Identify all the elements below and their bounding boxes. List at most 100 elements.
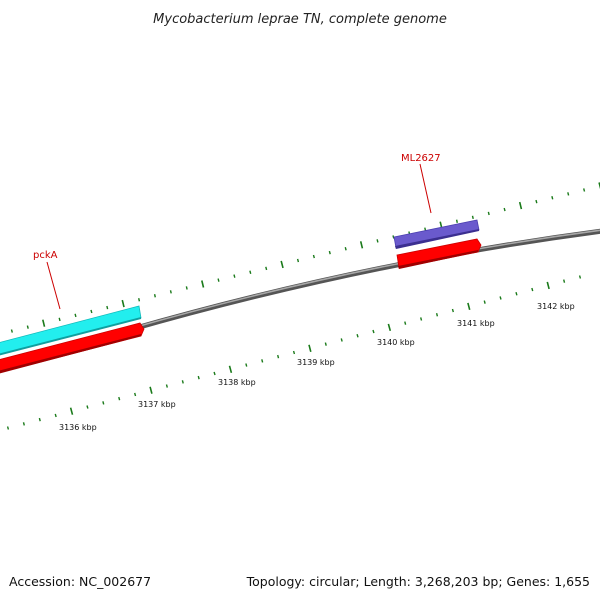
- outer-track-major-tick: [598, 182, 600, 190]
- scale-track-minor-tick: [451, 308, 454, 313]
- cds-ML2627-arrow: [396, 238, 482, 269]
- scale-track-minor-tick: [118, 396, 121, 401]
- scale-track-major-tick: [149, 386, 153, 394]
- outer-track-minor-tick: [312, 254, 315, 259]
- outer-track-minor-tick: [153, 294, 156, 298]
- outer-track-minor-tick: [471, 215, 474, 220]
- gene-feature-pckA[interactable]: [0, 305, 142, 358]
- cds-pckA-arrow-shadow: [0, 334, 141, 374]
- scale-track-minor-tick: [404, 321, 407, 325]
- genome-backbone: [0, 228, 600, 373]
- outer-track-minor-tick: [265, 266, 268, 271]
- outer-track-minor-tick: [10, 329, 13, 333]
- gene-feature-ML2627[interactable]: [393, 219, 480, 249]
- outer-track-minor-tick: [535, 199, 538, 204]
- kbp-label-3136: 3136 kbp: [59, 423, 97, 432]
- scale-track-major-tick: [308, 344, 312, 352]
- scale-track-minor-tick: [86, 405, 89, 409]
- outer-track-minor-tick: [169, 290, 172, 294]
- outer-track-minor-tick: [74, 313, 77, 318]
- outer-track-major-tick: [201, 280, 205, 288]
- outer-track-minor-tick: [344, 247, 347, 251]
- scale-track-minor-tick: [420, 317, 423, 321]
- outer-track-major-tick: [121, 299, 125, 308]
- scale-track-minor-tick: [324, 342, 327, 346]
- scale-track-minor-tick: [499, 296, 502, 300]
- outer-track-minor-tick: [217, 278, 220, 282]
- genome-backbone-highlight: [0, 229, 600, 370]
- genome-summary-text: Topology: circular; Length: 3,268,203 bp…: [246, 574, 590, 589]
- outer-track-minor-tick: [487, 211, 490, 216]
- kbp-label-3137: 3137 kbp: [138, 400, 176, 409]
- scale-track-minor-tick: [578, 275, 582, 279]
- scale-track-minor-tick: [38, 417, 41, 422]
- outer-track-minor-tick: [233, 274, 236, 278]
- outer-track-minor-tick: [58, 317, 61, 322]
- outer-tick-track: [10, 182, 600, 333]
- cds-ML2627-arrow-shadow: [398, 250, 478, 269]
- scale-track-minor-tick: [340, 338, 343, 342]
- scale-track-major-tick: [546, 281, 550, 290]
- scale-track-major-tick: [69, 407, 74, 415]
- scale-track-minor-tick: [22, 422, 25, 426]
- outer-track-minor-tick: [249, 270, 252, 274]
- outer-track-minor-tick: [106, 305, 109, 310]
- scale-track-major-tick: [467, 302, 471, 311]
- gene-pckA-bar-shadow: [0, 317, 141, 356]
- outer-track-minor-tick: [328, 250, 331, 255]
- scale-track-minor-tick: [356, 334, 359, 338]
- kbp-label-3138: 3138 kbp: [218, 378, 256, 387]
- map-title: Mycobacterium leprae TN, complete genome: [153, 12, 447, 27]
- scale-track-major-tick: [228, 365, 233, 374]
- scale-tick-track: [6, 275, 582, 430]
- gene-label-pckA[interactable]: pckA: [33, 250, 58, 261]
- kbp-label-3141: 3141 kbp: [457, 319, 495, 328]
- outer-track-minor-tick: [551, 196, 554, 200]
- scale-track-minor-tick: [245, 363, 248, 367]
- kbp-label-3142: 3142 kbp: [537, 302, 575, 311]
- scale-track-minor-tick: [54, 413, 57, 418]
- outer-track-major-tick: [518, 201, 523, 210]
- kbp-label-3140: 3140 kbp: [377, 338, 415, 347]
- scale-track-minor-tick: [292, 350, 296, 355]
- outer-track-minor-tick: [185, 286, 188, 290]
- cds-pckA-arrow: [0, 322, 145, 373]
- outer-track-major-tick: [42, 319, 46, 327]
- outer-track-minor-tick: [455, 219, 458, 223]
- outer-track-minor-tick: [503, 207, 506, 212]
- outer-track-minor-tick: [138, 298, 141, 302]
- scale-track-minor-tick: [102, 401, 105, 405]
- outer-track-major-tick: [280, 260, 284, 269]
- kbp-label-3139: 3139 kbp: [297, 358, 335, 367]
- cds-feature-ML2627[interactable]: [396, 238, 482, 269]
- scale-track-minor-tick: [515, 292, 518, 296]
- gene-ML2627-bar-shadow: [395, 229, 479, 249]
- scale-track-minor-tick: [563, 279, 566, 283]
- scale-track-minor-tick: [6, 426, 10, 430]
- scale-track-minor-tick: [435, 313, 439, 317]
- scale-track-minor-tick: [261, 359, 264, 363]
- scale-track-minor-tick: [134, 392, 137, 397]
- gene-label-ML2627[interactable]: ML2627: [401, 153, 441, 164]
- ML2627-label-leader: [419, 163, 432, 214]
- outer-track-minor-tick: [296, 258, 300, 263]
- scale-track-minor-tick: [277, 354, 280, 359]
- scale-track-minor-tick: [165, 384, 168, 388]
- accession-text: Accession: NC_002677: [9, 574, 151, 589]
- outer-track-major-tick: [359, 241, 364, 249]
- scale-track-minor-tick: [372, 329, 375, 334]
- scale-track-minor-tick: [213, 371, 216, 376]
- outer-track-minor-tick: [583, 188, 586, 192]
- outer-track-minor-tick: [567, 192, 570, 196]
- pckA-label-leader: [46, 261, 61, 310]
- scale-track-minor-tick: [181, 380, 184, 384]
- scale-track-minor-tick: [483, 300, 486, 304]
- outer-track-minor-tick: [90, 309, 93, 314]
- scale-track-minor-tick: [531, 287, 534, 292]
- cds-feature-pckA[interactable]: [0, 322, 145, 376]
- outer-track-minor-tick: [392, 235, 395, 239]
- outer-track-minor-tick: [376, 239, 379, 243]
- scale-track-minor-tick: [197, 375, 200, 380]
- scale-track-major-tick: [387, 323, 392, 332]
